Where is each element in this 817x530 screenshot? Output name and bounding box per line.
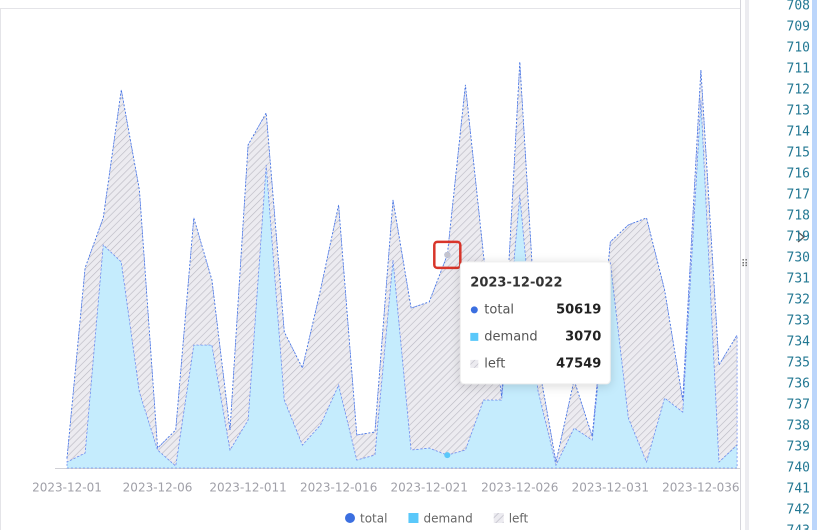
line-number: 717 <box>787 188 810 203</box>
x-tick-label: 2023-12-026 <box>481 481 558 495</box>
scroll-stripe <box>812 0 817 530</box>
legend-marker <box>345 513 355 523</box>
line-number: 735 <box>787 356 810 371</box>
line-number: 709 <box>787 20 810 35</box>
line-number: 719 <box>787 230 810 245</box>
x-tick-label: 2023-12-021 <box>391 481 468 495</box>
point-left <box>444 251 451 258</box>
line-number: 714 <box>787 125 811 140</box>
line-number: 743 <box>787 524 810 530</box>
line-number: 710 <box>787 41 810 56</box>
gutter-bg <box>740 0 817 530</box>
tooltip-name: left <box>484 356 505 371</box>
tooltip-value: 47549 <box>556 356 601 371</box>
x-tick-label: 2023-12-011 <box>209 481 286 495</box>
line-number: 711 <box>787 62 810 77</box>
tooltip-box <box>459 261 611 385</box>
line-number: 732 <box>787 293 810 308</box>
line-number: 742 <box>787 503 810 518</box>
editor-gutter: ⠿ 708 709 710 711 712 713 714 715 716 717 718 719 73… <box>740 0 817 530</box>
legend-label[interactable]: left <box>509 512 529 526</box>
legend-marker <box>408 513 419 523</box>
line-number: 712 <box>787 83 810 98</box>
x-tick-label: 2023-12-016 <box>300 481 377 495</box>
drag-handle[interactable]: ⠿ <box>741 259 748 270</box>
line-number: 734 <box>787 335 811 350</box>
line-number: 740 <box>787 461 810 476</box>
tooltip-marker <box>470 306 478 314</box>
tooltip-value: 50619 <box>556 302 601 317</box>
plot: 2023-12-01 2023-12-06 2023-12-011 2023-12-0… <box>32 61 740 526</box>
tooltip-name: total <box>484 302 514 317</box>
line-number: 741 <box>787 482 810 497</box>
line-number: 736 <box>787 377 810 392</box>
line-number: 716 <box>787 167 810 182</box>
x-tick-label: 2023-12-01 <box>32 481 102 495</box>
highlight-box <box>433 240 462 270</box>
line-number: 737 <box>787 398 810 413</box>
x-tick-label: 2023-12-031 <box>572 481 649 495</box>
line-number: 715 <box>787 146 810 161</box>
tooltip-marker <box>470 332 479 341</box>
legend-label[interactable]: total <box>360 512 387 526</box>
line-number: 718 <box>787 209 810 224</box>
tooltip-value: 3070 <box>565 329 601 344</box>
tooltip-title: 2023-12-022 <box>470 275 562 290</box>
x-tick-label: 2023-12-06 <box>123 481 193 495</box>
line-number: 708 <box>787 0 810 14</box>
legend-marker <box>493 513 504 523</box>
line-number: 733 <box>787 314 810 329</box>
line-number: 713 <box>787 104 810 119</box>
x-tick-label: 2023-12-036 <box>662 481 739 495</box>
tooltip-marker <box>470 359 479 368</box>
line-number: 738 <box>787 419 810 434</box>
point-demand <box>444 452 451 459</box>
line-number: 731 <box>787 272 810 287</box>
chevron-icon[interactable] <box>797 231 806 243</box>
gutter-strip <box>745 0 749 530</box>
tooltip-name: demand <box>484 329 537 344</box>
line-total <box>66 61 738 463</box>
legend-label[interactable]: demand <box>423 512 472 526</box>
line-number: 739 <box>787 440 810 455</box>
tooltip: 2023-12-022 total 50619 demand 3070 left 47549 <box>459 261 611 385</box>
line-number: 730 <box>787 251 810 266</box>
